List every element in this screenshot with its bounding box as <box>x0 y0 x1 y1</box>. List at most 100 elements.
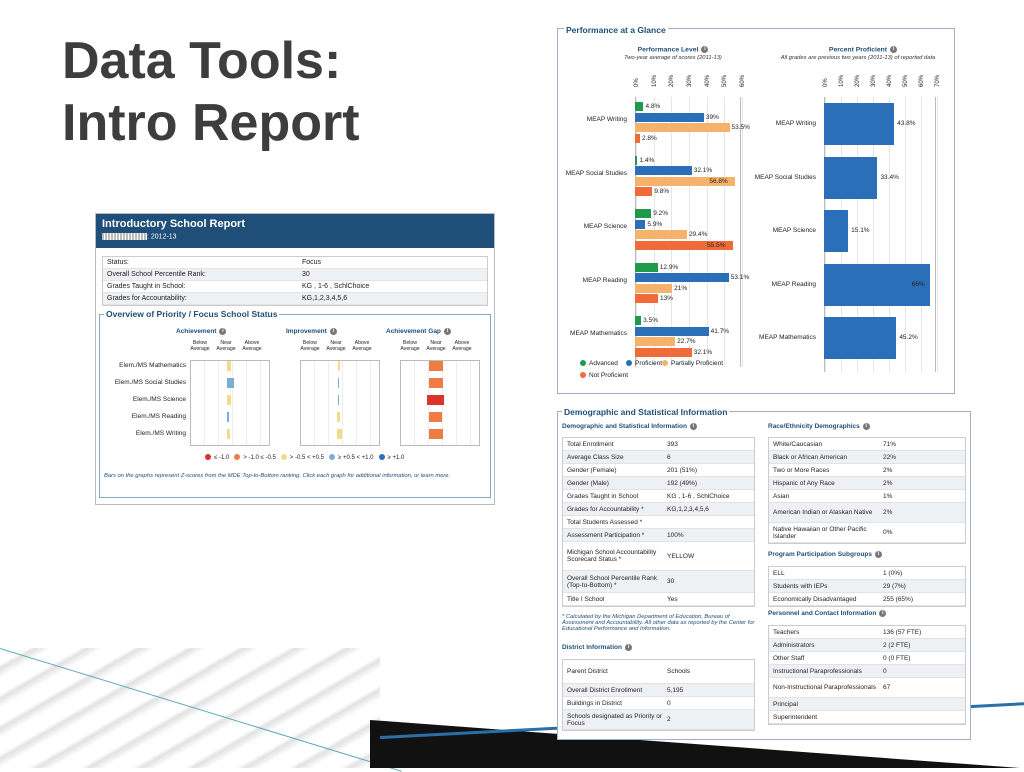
bar-value-label: 56.8% <box>709 177 728 185</box>
table-value: 100% <box>667 531 684 539</box>
info-icon[interactable]: i <box>862 423 870 430</box>
table-row: American Indian or Alaskan Native 2% <box>769 503 965 523</box>
overview-bar[interactable] <box>338 395 339 405</box>
bar-proficient[interactable] <box>824 263 930 306</box>
overview-bar[interactable] <box>227 378 234 388</box>
table-value: 22% <box>883 453 897 461</box>
overview-bar[interactable] <box>427 395 444 405</box>
info-icon[interactable]: i <box>879 610 887 617</box>
demographic-title: Demographic and Statistical Information <box>562 407 730 417</box>
table-key: Principal <box>773 700 798 708</box>
overview-bar[interactable] <box>338 361 340 371</box>
bar-not[interactable] <box>635 133 640 143</box>
table-value: 136 (57 FTE) <box>883 628 922 636</box>
bar-not[interactable] <box>635 187 653 196</box>
bar-prof[interactable] <box>635 166 692 175</box>
bar-value-label: 32.1% <box>693 348 713 356</box>
axis-tick-label: 0% <box>823 78 829 87</box>
bar-proficient[interactable] <box>824 317 897 359</box>
table-value: 30 <box>667 578 675 585</box>
overview-bar[interactable] <box>338 378 339 388</box>
bar-not[interactable] <box>635 294 658 303</box>
bar-prof[interactable] <box>635 219 646 229</box>
bar-proficient[interactable] <box>824 210 849 252</box>
bar-adv[interactable] <box>635 155 638 165</box>
legend-dot <box>580 372 586 379</box>
race-section-heading: Race/Ethnicity Demographics i <box>768 423 870 430</box>
info-icon[interactable]: i <box>875 551 883 558</box>
info-icon[interactable]: i <box>329 328 337 335</box>
bar-prof[interactable] <box>635 326 709 336</box>
bar-part[interactable] <box>635 337 676 346</box>
overview-bar[interactable] <box>429 412 442 422</box>
overview-graph[interactable] <box>190 360 270 446</box>
info-icon[interactable]: i <box>443 328 451 335</box>
table-key: Gender (Female) <box>567 466 617 474</box>
overview-bar[interactable] <box>227 412 229 422</box>
table-key: Non-Instructional Paraprofessionals <box>773 684 876 691</box>
bar-part[interactable] <box>635 283 673 293</box>
performance-legend-item: Not Proficient <box>580 372 628 379</box>
legend-label: Partially Proficient <box>671 360 724 367</box>
bar-not[interactable] <box>635 240 734 250</box>
section-heading-text: Personnel and Contact Information <box>768 610 877 618</box>
overview-bar[interactable] <box>429 361 443 371</box>
table-value: KG,1,2,3,4,5,6 <box>667 505 709 513</box>
table-row: Native Hawaiian or Other Pacific Islande… <box>769 523 965 543</box>
bar-adv[interactable] <box>635 102 644 111</box>
legend-label: > -1.0 ≤ -0.5 <box>243 454 276 461</box>
district-table: Parent District Schools Overall District E… <box>562 659 755 731</box>
bar-part[interactable] <box>635 176 736 186</box>
overview-group-2: Achievement Gap i <box>386 328 451 335</box>
subject-label: MEAP Mathematics <box>570 330 627 337</box>
performance-legend-item: Advanced <box>580 360 618 367</box>
bar-value-label: 9.2% <box>653 210 669 217</box>
bar-adv[interactable] <box>635 209 652 218</box>
overview-bar[interactable] <box>227 395 231 405</box>
info-icon[interactable]: i <box>890 46 898 53</box>
demographic-section-heading: Demographic and Statistical Information i <box>562 423 697 430</box>
overview-row-label: Elem./MS Mathematics <box>119 362 186 369</box>
table-value: 67 <box>883 684 891 691</box>
table-key: Grades for Accountability * <box>567 505 644 513</box>
bar-adv[interactable] <box>635 262 658 272</box>
bar-value-label: 21% <box>674 284 688 292</box>
bar-part[interactable] <box>635 230 687 239</box>
overview-bar[interactable] <box>429 378 443 388</box>
table-key: White/Caucasian <box>773 440 823 448</box>
overview-row-label: Elem./MS Reading <box>131 413 186 420</box>
legend-label: > -0.5 < +0.5 <box>289 454 324 461</box>
bar-prof[interactable] <box>635 273 729 282</box>
table-key: Hispanic of Any Race <box>773 479 835 487</box>
overview-bar[interactable] <box>337 429 342 439</box>
table-key: Total Enrollment <box>567 440 614 448</box>
program-section-heading: Program Participation Subgroups i <box>768 551 883 558</box>
info-icon[interactable]: i <box>689 423 697 430</box>
table-value: 0 (0 FTE) <box>883 654 911 662</box>
overview-subheading: Above Average <box>242 340 262 352</box>
performance-legend-item: Proficient <box>626 360 662 367</box>
overview-bar[interactable] <box>227 361 231 371</box>
bar-adv[interactable] <box>635 316 642 325</box>
info-icon[interactable]: i <box>624 644 632 651</box>
table-row: Instructional Paraprofessionals 0 <box>769 665 965 678</box>
table-row: Administrators 2 (2 FTE) <box>769 639 965 652</box>
performance-level-subheading: Two-year average of scores (2011-13) <box>624 55 722 61</box>
bar-not[interactable] <box>635 347 692 357</box>
table-value: 71% <box>883 440 897 448</box>
table-value: 1% <box>883 492 893 500</box>
bar-proficient[interactable] <box>824 103 895 145</box>
intro-report-title: Introductory School Report <box>102 218 245 230</box>
bar-prof[interactable] <box>635 112 704 122</box>
bar-value-label: 66% <box>911 280 925 288</box>
legend-label: Advanced <box>589 360 618 367</box>
overview-bar[interactable] <box>337 412 340 422</box>
table-value: 0 <box>883 667 887 675</box>
overview-bar[interactable] <box>429 429 443 439</box>
info-icon[interactable]: i <box>219 328 227 335</box>
table-key: Buildings in District <box>567 699 622 707</box>
bar-proficient[interactable] <box>824 156 878 199</box>
overview-bar[interactable] <box>227 429 230 439</box>
info-icon[interactable]: i <box>701 46 709 53</box>
bar-part[interactable] <box>635 123 730 132</box>
